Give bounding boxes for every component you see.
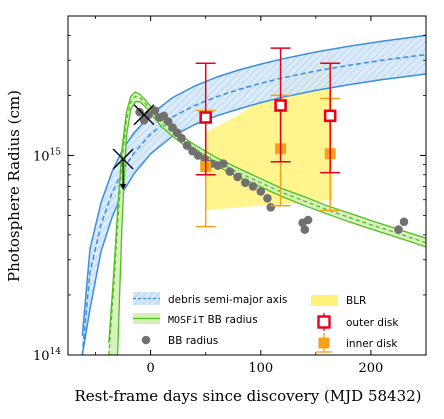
legend-label-mosfit-code: MOSFiT xyxy=(168,315,204,326)
y-tick-mantissa: 10 xyxy=(33,349,50,364)
legend-label-mosfit: MOSFiT BB radius xyxy=(168,314,258,326)
legend-swatch-blr xyxy=(311,295,338,306)
y-tick-exponent: 15 xyxy=(50,147,62,157)
y-tick-label: 1014 xyxy=(33,347,61,364)
plot-frame xyxy=(67,15,427,356)
x-tick-label: 0 xyxy=(146,361,154,376)
bb-point xyxy=(193,151,203,160)
bb-point xyxy=(303,215,313,225)
points-layer xyxy=(112,104,409,234)
legend-label-mosfit-suffix: BB radius xyxy=(204,314,258,326)
bb-point xyxy=(266,203,276,212)
legend-marker-outer xyxy=(317,315,331,329)
bb-point xyxy=(248,182,258,191)
outer-disk-marker xyxy=(323,109,337,123)
legend: debris semi-major axis MOSFiT BB radius … xyxy=(133,292,399,353)
disk-errorbars-layer xyxy=(195,47,341,228)
bb-point xyxy=(256,187,266,196)
y-axis-label: Photosphere Radius (cm) xyxy=(5,90,23,282)
legend-label-bb: BB radius xyxy=(168,335,218,347)
bb-point xyxy=(263,194,272,203)
y-tick-exponent: 14 xyxy=(50,347,62,357)
legend-label-outer: outer disk xyxy=(346,317,399,329)
bb-point xyxy=(233,172,242,182)
upper-limit-arrow-head xyxy=(120,183,127,190)
debris-center-line xyxy=(81,53,426,355)
bb-point xyxy=(163,117,173,126)
bb-point xyxy=(394,225,403,234)
x-tick-label: 100 xyxy=(248,361,273,376)
x-axis-ticks: 0 100 200 xyxy=(95,16,427,376)
bb-point xyxy=(150,106,160,115)
mosfit-band xyxy=(108,92,426,355)
legend-label-blr: BLR xyxy=(346,295,366,307)
bb-point xyxy=(241,178,250,187)
y-tick-label: 1015 xyxy=(33,147,61,164)
x-tick-label: 200 xyxy=(359,361,384,376)
legend-marker-inner xyxy=(318,337,330,349)
bb-point xyxy=(300,225,310,234)
bb-point xyxy=(225,167,235,176)
outer-disk-marker xyxy=(199,111,212,124)
outer-disk-marker xyxy=(274,99,287,112)
legend-marker-bb xyxy=(141,335,151,345)
bb-point xyxy=(219,159,228,168)
debris-band xyxy=(82,35,426,355)
bb-point xyxy=(135,107,144,117)
bb-point xyxy=(182,141,192,150)
y-tick-mantissa: 10 xyxy=(33,149,50,164)
legend-swatch-debris xyxy=(133,292,160,305)
bb-point xyxy=(399,217,409,227)
legend-label-inner: inner disk xyxy=(346,338,398,350)
bb-point xyxy=(177,133,186,143)
x-axis-label: Rest-frame days since discovery (MJD 584… xyxy=(74,387,421,405)
bands-layer xyxy=(81,34,426,355)
cross-marker-stroke xyxy=(133,104,155,126)
legend-label-debris: debris semi-major axis xyxy=(168,294,287,306)
